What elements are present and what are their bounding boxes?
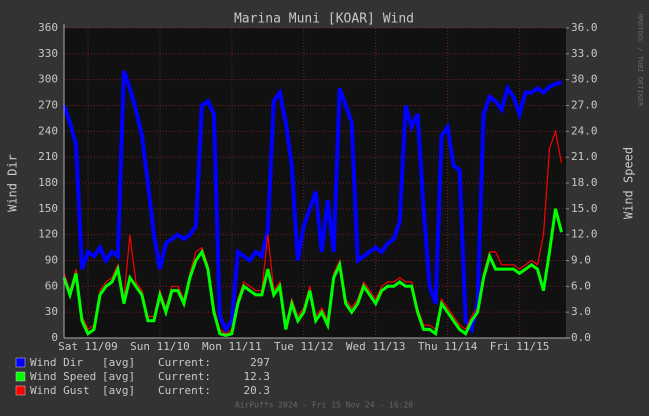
y2-axis-label: Wind Speed <box>622 147 636 219</box>
y2-tick-label: 18.0 <box>571 176 598 189</box>
legend-current-value: 20.3 <box>244 384 271 397</box>
x-tick-label: Mon 11/11 <box>202 340 262 353</box>
x-tick-label: Fri 11/15 <box>490 340 550 353</box>
legend-swatch <box>15 385 26 396</box>
legend-label: Wind Speed <box>30 370 96 383</box>
legend-current-label: Current: <box>158 370 211 383</box>
x-tick-label: Sun 11/10 <box>130 340 190 353</box>
watermark: RRDTOOL / TOBI OETIKER <box>636 14 644 108</box>
y2-tick-label: 12.0 <box>571 228 598 241</box>
y-tick-label: 180 <box>38 176 58 189</box>
y-tick-label: 210 <box>38 150 58 163</box>
chart-title: Marina Muni [KOAR] Wind <box>234 12 414 27</box>
y-axis-label: Wind Dir <box>6 154 20 212</box>
y2-tick-label: 3.0 <box>571 305 591 318</box>
footer: AirPuffs 2024 - Fri 15 Nov 24 - 16:20 <box>235 401 413 410</box>
y2-tick-label: 36.0 <box>571 21 598 34</box>
legend-stat: [avg] <box>102 370 135 383</box>
y-tick-label: 270 <box>38 99 58 112</box>
legend-current-label: Current: <box>158 384 211 397</box>
y2-tick-label: 6.0 <box>571 279 591 292</box>
y-tick-label: 150 <box>38 202 58 215</box>
legend-label: Wind Gust <box>30 384 90 397</box>
y-tick-label: 90 <box>45 254 58 267</box>
legend-swatch <box>15 371 26 382</box>
y2-tick-label: 21.0 <box>571 150 598 163</box>
y-tick-label: 120 <box>38 228 58 241</box>
legend-current-value: 297 <box>250 356 270 369</box>
legend-stat: [avg] <box>102 356 135 369</box>
y2-tick-label: 9.0 <box>571 254 591 267</box>
y2-tick-label: 30.0 <box>571 73 598 86</box>
y2-tick-label: 15.0 <box>571 202 598 215</box>
series-line <box>62 70 563 335</box>
legend-label: Wind Dir <box>30 356 83 369</box>
y2-tick-label: 0.0 <box>571 331 591 344</box>
y-tick-label: 0 <box>51 331 58 344</box>
y-tick-label: 300 <box>38 73 58 86</box>
y-tick-label: 330 <box>38 47 58 60</box>
legend-swatch <box>15 357 26 368</box>
y2-tick-label: 24.0 <box>571 124 598 137</box>
legend-stat: [avg] <box>102 384 135 397</box>
y2-tick-label: 33.0 <box>571 47 598 60</box>
y-tick-label: 60 <box>45 279 58 292</box>
y-tick-label: 240 <box>38 124 58 137</box>
x-tick-label: Tue 11/12 <box>274 340 334 353</box>
legend-current-value: 12.3 <box>244 370 271 383</box>
x-tick-label: Wed 11/13 <box>346 340 406 353</box>
legend-current-label: Current: <box>158 356 211 369</box>
y2-tick-label: 27.0 <box>571 99 598 112</box>
x-tick-label: Thu 11/14 <box>418 340 478 353</box>
y-tick-label: 30 <box>45 305 58 318</box>
y-tick-label: 360 <box>38 21 58 34</box>
x-tick-label: Sat 11/09 <box>58 340 118 353</box>
series-line <box>62 208 563 337</box>
